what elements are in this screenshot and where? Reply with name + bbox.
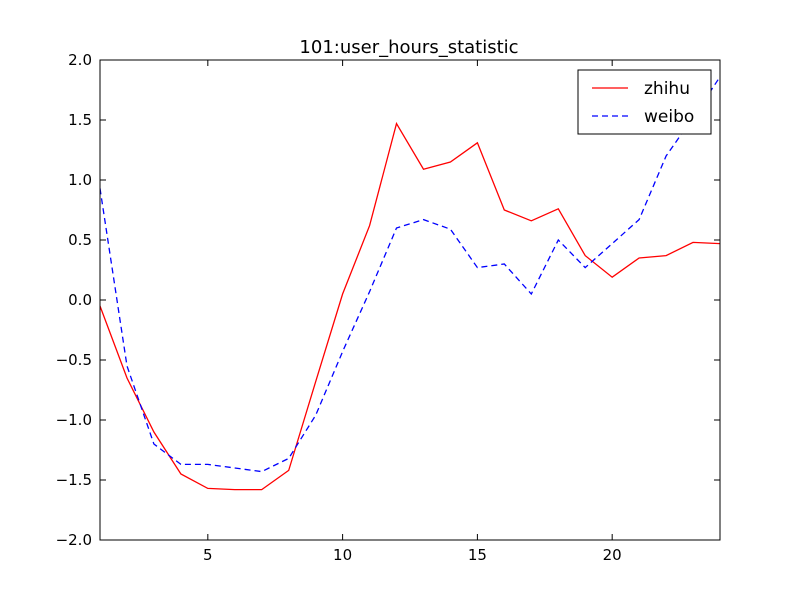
y-tick-label: −2.0 xyxy=(56,531,92,549)
legend-label-zhihu: zhihu xyxy=(644,79,690,99)
legend-box xyxy=(577,69,712,135)
y-tick-label: 0.5 xyxy=(68,231,92,249)
x-tick-label: 15 xyxy=(468,546,487,564)
y-tick-label: 2.0 xyxy=(68,51,92,69)
y-tick-label: 1.0 xyxy=(68,171,92,189)
y-tick-label: −1.0 xyxy=(56,411,92,429)
series-layer xyxy=(100,76,720,491)
series-line-zhihu xyxy=(100,121,720,491)
y-tick-label: −0.5 xyxy=(56,351,92,369)
legend: zhihu weibo xyxy=(577,69,712,135)
chart-title: 101:user_hours_statistic xyxy=(299,37,518,58)
legend-label-weibo: weibo xyxy=(644,107,694,127)
tick-layer: 5 10 15 20 −2.0 −1.5 −1.0 −0.5 0.0 0.5 1.0 1.5 2.0 xyxy=(56,51,720,564)
y-tick-label: −1.5 xyxy=(56,471,92,489)
x-tick-label: 10 xyxy=(333,546,352,564)
series-line-weibo xyxy=(100,76,720,473)
y-tick-label: 0.0 xyxy=(68,291,92,309)
x-tick-label: 20 xyxy=(603,546,622,564)
y-tick-label: 1.5 xyxy=(68,111,92,129)
x-tick-label: 5 xyxy=(203,546,213,564)
